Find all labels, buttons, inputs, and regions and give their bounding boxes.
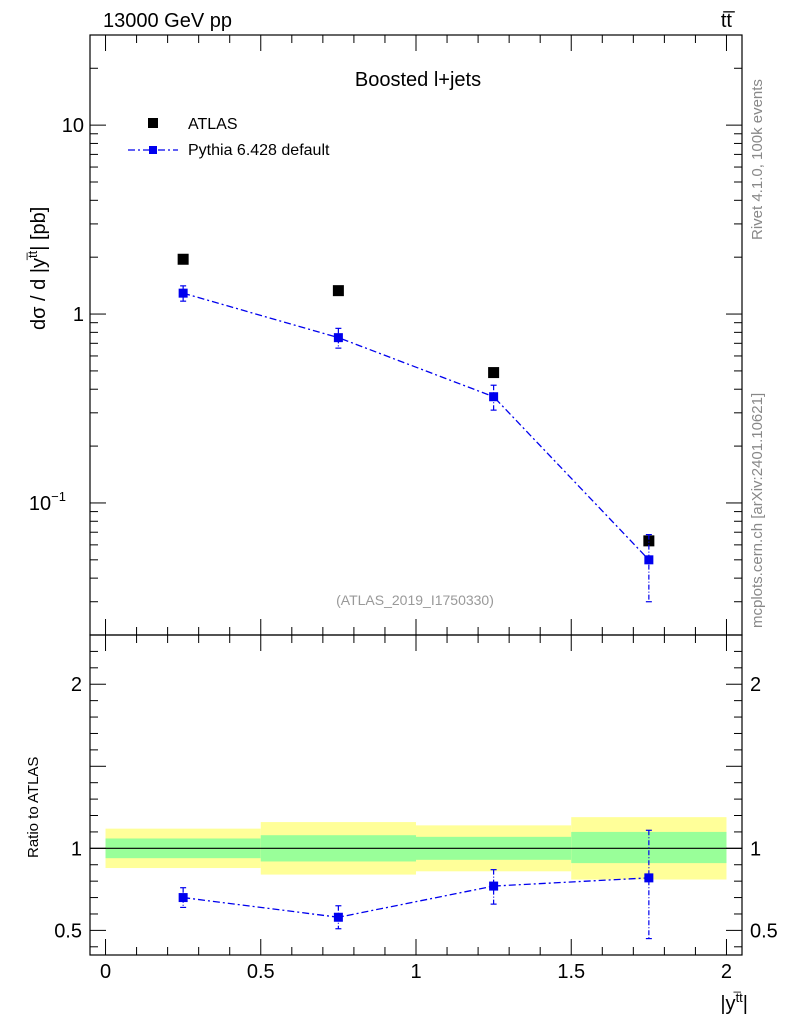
pythia-main-point: [644, 555, 654, 565]
pythia-ratio-line: [183, 877, 649, 918]
main-y-tick-label: 1: [73, 304, 84, 326]
energy-label: 13000 GeV pp: [103, 10, 232, 32]
legend-marker-pythia: [149, 146, 157, 154]
atlas-data-point: [332, 285, 344, 297]
ratio-y-axis-label: Ratio to ATLAS: [25, 757, 42, 858]
pythia-ratio-point: [644, 873, 654, 883]
atlas-data-point: [177, 253, 189, 265]
x-tick-label: 0: [100, 961, 111, 983]
x-axis-label: |yt̅t|: [720, 990, 748, 1015]
pythia-main-point: [489, 392, 499, 402]
legend: ATLAS Pythia 6.428 default: [128, 116, 330, 159]
main-y-tick-base: 10: [29, 493, 51, 515]
main-y-tick-label: 10: [62, 115, 84, 137]
atlas-data-point: [488, 367, 500, 379]
mcplots-label: mcplots.cern.ch [arXiv:2401.10621]: [749, 393, 766, 628]
pythia-ratio-point: [178, 893, 188, 903]
ratio-y-tick-label-right: 2: [750, 674, 761, 696]
ratio-plot-area: 0 0.5 1 1.5 2 2 2 1 1 0.5 0.5: [54, 634, 778, 983]
ratio-y-tick-label-right: 0.5: [750, 920, 778, 942]
legend-label-pythia: Pythia 6.428 default: [188, 142, 330, 159]
pythia-main-line: [182, 292, 650, 561]
ratio-y-tick-label-left: 0.5: [54, 920, 82, 942]
ratio-y-tick-label-right: 1: [750, 838, 761, 860]
pythia-ratio-point: [489, 881, 499, 891]
rivet-version-label: Rivet 4.1.0, 100k events: [749, 79, 766, 240]
x-tick-label: 0.5: [247, 961, 275, 983]
process-label: tt̅: [721, 10, 735, 32]
atlas-data-point: [643, 535, 655, 547]
ratio-frame: [89, 634, 743, 956]
ratio-y-tick-label-left: 1: [71, 838, 82, 860]
legend-label-atlas: ATLAS: [188, 116, 238, 133]
ratio-y-tick-label-left: 2: [71, 674, 82, 696]
x-tick-label: 1.5: [557, 961, 585, 983]
chart-title: Boosted l+jets: [355, 69, 481, 91]
pythia-main-point: [178, 288, 188, 298]
main-y-tick-label: 10−1: [29, 489, 66, 515]
x-tick-label: 1: [410, 961, 421, 983]
legend-marker-atlas: [148, 118, 158, 128]
pythia-ratio-point: [333, 912, 343, 922]
main-y-tick-exponent: −1: [51, 489, 66, 504]
main-y-axis-label: dσ / d |yt̅t| [pb]: [25, 207, 50, 330]
x-tick-label: 2: [721, 961, 732, 983]
pythia-main-point: [333, 333, 343, 343]
analysis-label: (ATLAS_2019_I1750330): [336, 592, 494, 608]
